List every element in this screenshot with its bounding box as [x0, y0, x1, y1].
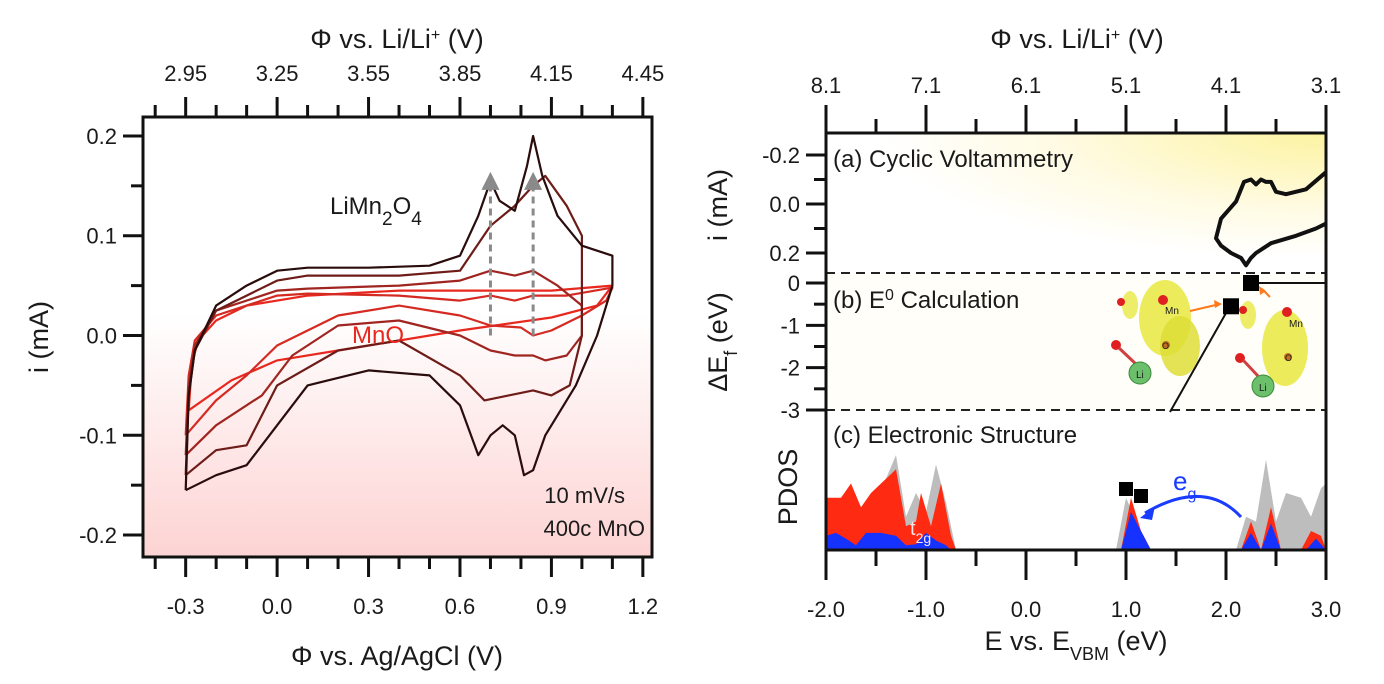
growth-arrows: [481, 171, 543, 336]
cv-series-5: [184, 134, 614, 492]
cv-curve: [1214, 170, 1328, 268]
e0-markers: [1223, 275, 1259, 315]
eg-transfer-arrow: [1140, 494, 1243, 520]
top-tick-label: 2.95: [164, 61, 207, 86]
y-tick-label: -0.2: [79, 523, 117, 548]
left-cv-plot: 0.2 0.1 0.0 -0.1 -0.2 -0.3 0.0 0.3 0.6 0.9 1.2 2.…: [24, 24, 664, 671]
panel-a-label: (a) Cyclic Voltammetry: [833, 146, 1073, 173]
right-top-ticks: 8.1 7.1 6.1 5.1 4.1 3.1: [811, 73, 1342, 133]
x-tick-label: 1.2: [628, 594, 659, 619]
top-tick-label: 3.1: [1311, 73, 1342, 98]
x-tick-label: 0.3: [353, 594, 384, 619]
top-tick-label: 4.15: [530, 61, 573, 86]
x-tick-label: 3.0: [1311, 597, 1342, 622]
top-tick-label: 3.55: [347, 61, 390, 86]
x-tick-label: 1.0: [1111, 597, 1142, 622]
e0-marker-2: [1223, 298, 1239, 315]
left-plot-background: [143, 117, 652, 557]
atom-label-li: Li: [1259, 383, 1267, 394]
y-tick-label: 0.0: [86, 324, 117, 349]
cv-series-4: [184, 174, 583, 477]
left-y-axis-title: i (mA): [24, 301, 54, 373]
y-tick-label: 0.2: [86, 124, 117, 149]
panel-c-label: (c) Electronic Structure: [833, 422, 1077, 449]
atom-label-mn: Mn: [1165, 306, 1179, 317]
cv-y-tick-label: 0.2: [769, 241, 800, 266]
panel-a-y-title: i (mA): [703, 169, 733, 241]
cv-y-tick-label: 0.0: [769, 192, 800, 217]
cv-y-tick-label: -0.2: [762, 143, 800, 168]
e0-y-tick-label: -3: [780, 398, 800, 423]
pdos-marker-1: [1119, 482, 1133, 496]
right-x-ticks: -2.0 -1.0 0.0 1.0 2.0 3.0: [807, 550, 1341, 622]
left-series-group: [184, 134, 614, 492]
top-tick-label: 6.1: [1011, 73, 1042, 98]
e0-y-tick-label: 0: [788, 271, 800, 296]
x-tick-label: 0.0: [1011, 597, 1042, 622]
atom-label-mn: Mn: [1289, 319, 1303, 330]
x-tick-label: 2.0: [1211, 597, 1242, 622]
right-x-axis-title: E vs. EVBM (eV): [984, 626, 1167, 664]
x-tick-label: 0.9: [536, 594, 567, 619]
top-tick-label: 5.1: [1111, 73, 1142, 98]
x-tick-label: 0.0: [262, 594, 293, 619]
left-top-ticks: 2.95 3.25 3.55 3.85 4.15 4.45: [153, 61, 664, 117]
left-y-ticks: 0.2 0.1 0.0 -0.1 -0.2: [79, 124, 143, 548]
top-tick-label: 4.45: [621, 61, 664, 86]
top-tick-label: 4.1: [1211, 73, 1242, 98]
top-tick-label: 7.1: [911, 73, 942, 98]
top-tick-label: 3.25: [256, 61, 299, 86]
left-x-axis-title: Φ vs. Ag/AgCl (V): [291, 641, 503, 671]
pdos-panel: [826, 455, 1326, 550]
right-y-ticks: -0.2 0.0 0.2 0 -1 -2 -3: [762, 143, 826, 423]
cluster-illustration-right: Li Mn O: [1235, 286, 1308, 398]
left-top-axis-title: Φ vs. Li/Li+ (V): [310, 24, 483, 54]
right-top-axis-title: Φ vs. Li/Li+ (V): [990, 24, 1163, 54]
atom-label-o: O: [1162, 341, 1169, 351]
x-tick-label: -0.3: [167, 594, 205, 619]
e0-y-tick-label: -1: [780, 313, 800, 338]
cv-panel-background: [826, 133, 1326, 273]
mno-label: MnO: [352, 322, 404, 349]
atom-label-li: Li: [1136, 370, 1144, 381]
y-tick-label: 0.1: [86, 224, 117, 249]
panel-c-y-title: PDOS: [773, 449, 803, 526]
left-x-ticks: -0.3 0.0 0.3 0.6 0.9 1.2: [153, 557, 659, 619]
pdos-markers: [1119, 482, 1148, 503]
pdos-area-total: [826, 455, 1326, 550]
limn2o4-label: LiMn2O4: [330, 193, 422, 230]
e0-y-tick-label: -2: [780, 356, 800, 381]
top-tick-label: 3.85: [439, 61, 482, 86]
top-tick-label: 8.1: [811, 73, 842, 98]
panel-b-label: (b) E0 Calculation: [833, 287, 1019, 315]
cv-panel: [1214, 170, 1328, 268]
scan-rate-label: 10 mV/s: [544, 483, 625, 508]
panel-b-y-title: ΔEf (eV): [703, 292, 741, 392]
y-tick-label: -0.1: [79, 423, 117, 448]
x-tick-label: -1.0: [907, 597, 945, 622]
e0-marker-1: [1243, 275, 1259, 291]
x-tick-label: -2.0: [807, 597, 845, 622]
t2g-label: t2g: [910, 518, 931, 546]
x-tick-label: 0.6: [445, 594, 476, 619]
e0-panel-background: [826, 273, 1326, 410]
eg-label: eg: [1173, 466, 1196, 503]
atom-label-o: O: [1285, 353, 1292, 363]
pdos-area-mn-eg: [826, 512, 1326, 550]
pdos-marker-2: [1134, 489, 1148, 503]
right-combined-plot: Li Mn O Li Mn O eg t2g: [703, 24, 1341, 664]
cycle-count-label: 400c MnO: [544, 516, 646, 541]
e0-connector-line: [1169, 305, 1231, 413]
cluster-illustration-left: Li Mn O: [1111, 280, 1222, 385]
